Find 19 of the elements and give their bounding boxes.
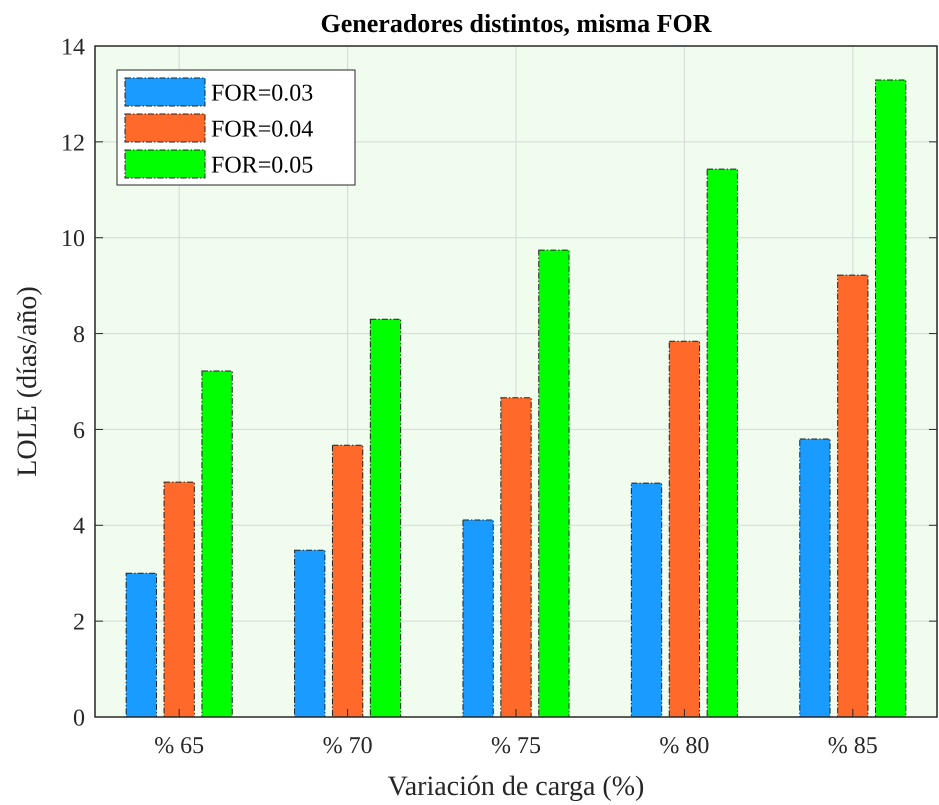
x-tick-label: % 65 <box>154 733 204 759</box>
y-tick-label: 14 <box>61 34 85 60</box>
x-tick-label: % 75 <box>491 733 541 759</box>
y-tick-label: 10 <box>61 226 85 252</box>
y-tick-label: 4 <box>73 514 85 540</box>
chart-title: Generadores distintos, misma FOR <box>320 9 712 38</box>
legend-label: FOR=0.03 <box>211 80 314 106</box>
y-tick-label: 6 <box>73 418 85 444</box>
y-tick-label: 8 <box>73 322 85 348</box>
y-tick-label: 12 <box>61 130 85 156</box>
x-tick-label: % 80 <box>659 733 710 759</box>
x-tick-label: % 70 <box>322 733 373 759</box>
y-axis-title: LOLE (días/año) <box>12 286 43 477</box>
legend-label: FOR=0.05 <box>211 152 314 178</box>
x-tick-label: % 85 <box>828 733 878 759</box>
x-axis-title: Variación de carga (%) <box>388 771 644 802</box>
y-tick-label: 2 <box>73 610 85 636</box>
legend-label: FOR=0.04 <box>211 116 314 142</box>
y-tick-label: 0 <box>73 705 85 732</box>
